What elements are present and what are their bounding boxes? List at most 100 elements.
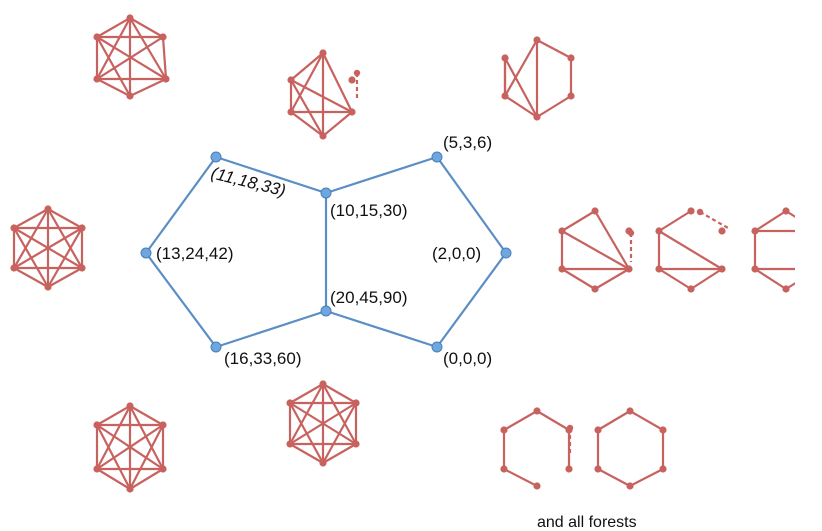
graph-node	[565, 426, 572, 433]
graph-node	[567, 54, 574, 61]
graph-node	[93, 465, 100, 472]
polytope-edge	[216, 311, 326, 347]
graph-edge-dashed	[700, 212, 728, 228]
graph-node	[159, 33, 166, 40]
graph-edge	[659, 231, 722, 269]
polytope-vertex	[321, 306, 331, 316]
graph-edge	[598, 469, 630, 486]
polytope-edge	[326, 311, 437, 347]
graph-node	[93, 421, 100, 428]
graph-node	[718, 265, 725, 272]
polytope-edge	[146, 157, 216, 253]
graph-icon	[93, 402, 166, 492]
graph-node	[591, 285, 598, 292]
polytope-vertex	[211, 342, 221, 352]
graph-node	[348, 76, 355, 83]
graph-edge	[595, 269, 629, 289]
graph-node	[567, 92, 574, 99]
graph-node	[501, 54, 508, 61]
graph-node	[319, 49, 326, 56]
graph-node	[348, 108, 355, 115]
graph-node	[352, 440, 359, 447]
graph-edge	[691, 269, 722, 289]
graph-node	[501, 92, 508, 99]
graph-icon	[594, 407, 666, 489]
graph-node	[687, 285, 694, 292]
graph-node	[814, 265, 821, 272]
graph-edge	[323, 112, 352, 136]
graph-node	[594, 465, 601, 472]
graph-node	[352, 399, 359, 406]
polytope-vertex	[432, 342, 442, 352]
graph-node	[565, 465, 572, 472]
vertex-label: (5,3,6)	[443, 133, 492, 152]
graph-node	[93, 75, 100, 82]
graph-edge	[323, 53, 352, 112]
graph-node	[626, 407, 633, 414]
graph-icon	[751, 207, 821, 292]
graph-node	[286, 399, 293, 406]
graph-node	[287, 108, 294, 115]
graph-node	[287, 76, 294, 83]
graph-node	[533, 407, 540, 414]
graph-node	[126, 485, 133, 492]
graph-node	[718, 227, 725, 234]
graph-node	[558, 265, 565, 272]
graph-icon	[655, 207, 728, 292]
graph-node	[10, 224, 17, 231]
polytope-vertex	[321, 188, 331, 198]
graph-edge	[537, 40, 571, 58]
graph-edge	[562, 269, 595, 289]
polytope-edge	[326, 157, 437, 193]
polytope: (11,18,33) (10,15,30) (5,3,6) (13,24,42)…	[141, 133, 511, 368]
graph-node	[626, 482, 633, 489]
graph-node	[591, 207, 598, 214]
polytope-vertex	[432, 152, 442, 162]
graph-icon	[93, 14, 169, 99]
graph-node	[594, 426, 601, 433]
graph-edge	[504, 469, 537, 486]
vertex-label: (10,15,30)	[330, 201, 408, 220]
graph-node	[78, 264, 85, 271]
graph-node	[558, 227, 565, 234]
graph-node	[126, 92, 133, 99]
polytope-vertex	[211, 152, 221, 162]
graph-node	[782, 285, 789, 292]
vertex-label: (0,0,0)	[443, 349, 492, 368]
vertex-label: (2,0,0)	[432, 244, 481, 263]
graph-node	[751, 227, 758, 234]
vertex-label: (20,45,90)	[330, 288, 408, 307]
graph-node	[500, 426, 507, 433]
vertex-label: (11,18,33)	[209, 163, 288, 200]
graph-node	[625, 265, 632, 272]
graph-node	[319, 459, 326, 466]
graph-node	[44, 283, 51, 290]
graph-node	[159, 465, 166, 472]
graph-node	[78, 224, 85, 231]
graph-edge	[630, 469, 663, 486]
vertex-label: (16,33,60)	[224, 349, 302, 368]
graph-node	[782, 207, 789, 214]
caption: and all forests	[537, 514, 637, 531]
graph-edge	[786, 269, 818, 289]
graph-node	[659, 426, 666, 433]
graph-node	[814, 227, 821, 234]
graph-node	[659, 465, 666, 472]
graph-node	[93, 33, 100, 40]
graph-edge	[786, 211, 818, 231]
graph-edge	[504, 411, 537, 430]
graph-edge	[562, 211, 595, 231]
graph-node	[655, 265, 662, 272]
graph-node	[162, 75, 169, 82]
graph-node	[625, 227, 632, 234]
graph-icon	[286, 380, 359, 466]
graph-icon	[10, 205, 85, 290]
graph-edge	[291, 53, 323, 80]
graph-icon	[558, 207, 634, 292]
graph-edge	[537, 411, 569, 430]
graph-edge	[291, 112, 323, 136]
graph-node	[533, 482, 540, 489]
graph-node	[533, 36, 540, 43]
graph-edge	[537, 96, 571, 117]
